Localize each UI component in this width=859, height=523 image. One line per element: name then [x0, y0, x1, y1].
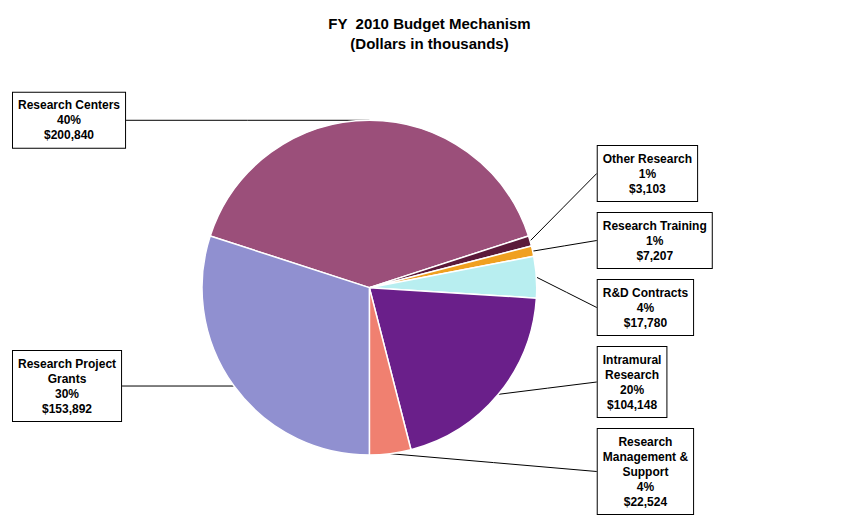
svg-text:Support: Support	[622, 465, 668, 479]
svg-text:$200,840: $200,840	[44, 128, 94, 142]
svg-text:1%: 1%	[639, 167, 657, 181]
svg-text:R&D Contracts: R&D Contracts	[603, 286, 689, 300]
svg-text:Research Centers: Research Centers	[18, 98, 120, 112]
svg-text:1%: 1%	[646, 234, 664, 248]
svg-text:40%: 40%	[57, 113, 81, 127]
svg-text:4%: 4%	[637, 480, 655, 494]
svg-text:Research Training: Research Training	[603, 219, 707, 233]
svg-text:Other Research: Other Research	[603, 152, 692, 166]
svg-text:Research Project: Research Project	[18, 357, 116, 371]
svg-text:4%: 4%	[637, 301, 655, 315]
svg-text:Grants: Grants	[48, 372, 87, 386]
svg-text:30%: 30%	[55, 387, 79, 401]
svg-text:$153,892: $153,892	[42, 402, 92, 416]
svg-text:$7,207: $7,207	[636, 249, 673, 263]
svg-text:FY 2010 Budget Mechanism: FY 2010 Budget Mechanism	[328, 15, 530, 32]
svg-text:$22,524: $22,524	[624, 495, 668, 509]
svg-text:$104,148: $104,148	[607, 398, 657, 412]
svg-text:Intramural: Intramural	[603, 353, 662, 367]
svg-text:$17,780: $17,780	[624, 316, 668, 330]
svg-text:(Dollars in thousands): (Dollars in thousands)	[350, 35, 508, 52]
svg-text:20%: 20%	[620, 383, 644, 397]
svg-text:$3,103: $3,103	[629, 182, 666, 196]
svg-text:Research: Research	[618, 435, 672, 449]
svg-text:Management &: Management &	[603, 450, 689, 464]
svg-text:Research: Research	[605, 368, 659, 382]
